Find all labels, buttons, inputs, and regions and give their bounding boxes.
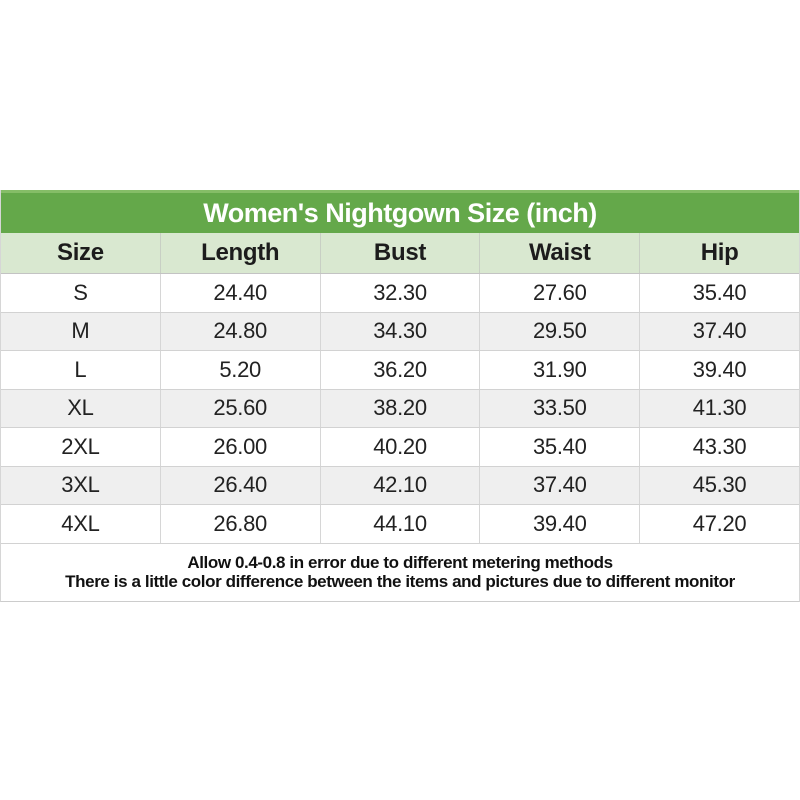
bust-cell: 42.10 — [319, 466, 480, 504]
waist-cell: 39.40 — [479, 505, 639, 543]
size-label-cell: M — [71, 318, 90, 344]
table-row: L 5.20 36.20 31.90 39.40 — [1, 351, 799, 390]
bust-cell: 36.20 — [319, 351, 480, 389]
bust-cell: 38.20 — [319, 389, 480, 427]
footnotes: Allow 0.4-0.8 in error due to different … — [1, 543, 799, 601]
table-body: S 24.40 32.30 27.60 35.40 M 24.80 34.30 … — [1, 274, 799, 544]
hip-cell: 47.20 — [639, 505, 799, 543]
waist-cell: 33.50 — [479, 389, 639, 427]
waist-cell: 27.60 — [479, 274, 639, 312]
bust-cell: 34.30 — [319, 312, 480, 350]
bust-cell: 32.30 — [319, 274, 480, 312]
hip-cell: 37.40 — [639, 312, 799, 350]
table-header-row: Size Length Bust Waist Hip — [1, 233, 799, 274]
hip-cell: 35.40 — [639, 274, 799, 312]
size-label-cell: 2XL — [61, 433, 100, 459]
bust-cell: 40.20 — [319, 428, 480, 466]
column-header-size: Size — [56, 239, 104, 266]
length-cell: 26.80 — [159, 505, 320, 543]
size-label-cell: S — [73, 279, 88, 305]
size-label-cell: 3XL — [61, 472, 100, 498]
size-chart-table: Women's Nightgown Size (inch) Size Lengt… — [0, 190, 800, 602]
size-label-cell: L — [74, 356, 87, 382]
size-label-cell: XL — [67, 395, 94, 421]
length-cell: 25.60 — [159, 389, 320, 427]
length-cell: 24.40 — [159, 274, 320, 312]
table-row: 2XL 26.00 40.20 35.40 43.30 — [1, 428, 799, 467]
table-row: 3XL 26.40 42.10 37.40 45.30 — [1, 466, 799, 505]
footnote-metering: Allow 0.4-0.8 in error due to different … — [187, 552, 613, 572]
column-header-hip: Hip — [639, 233, 799, 273]
waist-cell: 29.50 — [479, 312, 639, 350]
footnote-color-difference: There is a little color difference betwe… — [65, 571, 735, 591]
hip-cell: 43.30 — [639, 428, 799, 466]
waist-cell: 37.40 — [479, 466, 639, 504]
table-row: XL 25.60 38.20 33.50 41.30 — [1, 389, 799, 428]
column-header-length: Length — [159, 233, 320, 273]
column-header-waist: Waist — [479, 233, 639, 273]
bust-cell: 44.10 — [319, 505, 480, 543]
waist-cell: 35.40 — [479, 428, 639, 466]
table-row: M 24.80 34.30 29.50 37.40 — [1, 312, 799, 351]
hip-cell: 39.40 — [639, 351, 799, 389]
length-cell: 24.80 — [159, 312, 320, 350]
hip-cell: 45.30 — [639, 466, 799, 504]
length-cell: 26.40 — [159, 466, 320, 504]
table-row: S 24.40 32.30 27.60 35.40 — [1, 274, 799, 313]
length-cell: 5.20 — [159, 351, 320, 389]
chart-title-bar: Women's Nightgown Size (inch) — [1, 190, 799, 233]
size-label-cell: 4XL — [61, 510, 100, 536]
length-cell: 26.00 — [159, 428, 320, 466]
waist-cell: 31.90 — [479, 351, 639, 389]
chart-title: Women's Nightgown Size (inch) — [203, 197, 597, 228]
column-header-bust: Bust — [319, 233, 480, 273]
table-row: 4XL 26.80 44.10 39.40 47.20 — [1, 505, 799, 544]
hip-cell: 41.30 — [639, 389, 799, 427]
